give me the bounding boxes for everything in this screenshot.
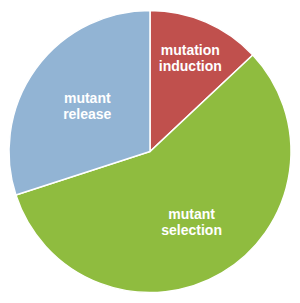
slice-label-line: mutant [168,206,215,222]
slice-label-line: mutation [161,42,220,58]
chart: mutationinductionmutantselectionmutantre… [0,0,300,303]
slice-label-line: release [63,106,111,122]
pie [9,11,291,293]
labels: mutationinductionmutantselectionmutantre… [63,42,222,238]
slice-label: mutantrelease [63,90,111,122]
slice-label-line: selection [161,222,222,238]
slice [9,11,150,196]
slice-label: mutationinduction [159,42,222,74]
slice-label: mutantselection [161,206,222,238]
slice-label-line: induction [159,58,222,74]
slice-label-line: mutant [64,90,111,106]
